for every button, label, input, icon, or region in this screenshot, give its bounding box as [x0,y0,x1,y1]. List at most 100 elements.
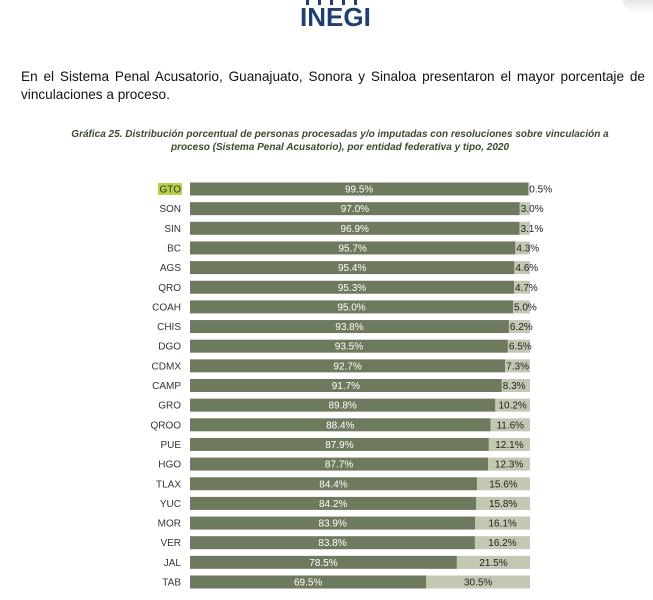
inegi-logo: INEGI [300,2,371,32]
category-label: TLAX [156,479,181,490]
category-label: HGO [158,460,181,471]
bar-segment-secondary [490,418,530,432]
bar-segment-primary [190,496,477,510]
data-label-primary: 92.7% [333,361,361,372]
data-label-primary: 87.9% [325,440,353,451]
bar-segment-secondary [515,241,530,255]
bar-segment-primary [190,320,509,334]
bar-segment-primary [190,555,457,569]
category-label: YUC [160,499,181,510]
category-label: VER [160,538,181,549]
bar-segment-secondary [528,182,530,196]
bar-segment-secondary [514,261,530,275]
data-label-secondary: 16.2% [488,538,516,549]
data-label-secondary: 4.6% [515,263,538,274]
bar-segment-primary [190,359,506,373]
data-label-secondary: 6.5% [509,342,532,353]
intro-paragraph: En el Sistema Penal Acusatorio, Guanajua… [21,69,645,102]
data-label-primary: 69.5% [294,578,322,589]
bar-segment-primary [190,280,515,294]
data-label-secondary: 12.3% [495,460,523,471]
category-label: GRO [158,401,181,412]
data-label-secondary: 16.1% [488,519,516,530]
bar-segment-secondary [495,398,530,412]
bar-segment-secondary [505,359,530,373]
data-label-primary: 93.5% [335,342,363,353]
data-label-secondary: 3.0% [521,204,544,215]
category-label: SON [159,204,181,215]
bar-segment-secondary [476,496,530,510]
corner-shadow [623,0,653,14]
data-label-primary: 83.9% [318,519,346,530]
bar-segment-primary [190,457,489,471]
category-label: PUE [160,440,181,451]
data-label-primary: 87.7% [325,460,353,471]
bar-segment-secondary [488,457,530,471]
bar-segment-secondary [476,477,530,491]
category-label: TAB [162,578,181,589]
data-label-primary: 84.2% [319,499,347,510]
data-label-primary: 78.5% [309,558,337,569]
data-label-secondary: 6.2% [510,322,533,333]
bar-segment-secondary [456,555,530,569]
bar-segment-secondary [519,221,530,235]
data-label-secondary: 11.6% [496,420,524,431]
bar-segment-secondary [514,280,530,294]
bar-segment-primary [190,182,529,196]
bar-segment-primary [190,477,477,491]
data-label-primary: 95.3% [338,283,366,294]
data-label-secondary: 12.1% [495,440,523,451]
data-label-primary: 99.5% [345,185,373,196]
category-label: CAMP [152,381,181,392]
data-label-secondary: 15.6% [489,479,517,490]
data-label-primary: 88.4% [326,420,354,431]
data-label-primary: 91.7% [332,381,360,392]
bar-segment-secondary [426,575,530,589]
category-label: QRO [158,283,181,294]
data-label-primary: 89.8% [328,401,356,412]
data-label-primary: 95.0% [337,302,365,313]
bar-segment-primary [190,241,516,255]
bar-segment-primary [190,398,496,412]
bar-segment-secondary [513,300,530,314]
bar-segment-primary [190,339,508,353]
data-label-primary: 95.7% [339,243,367,254]
bar-segment-primary [190,221,520,235]
bar-segment-primary [190,379,502,392]
data-label-secondary: 4.7% [515,283,538,294]
chart-title: Gráfica 25. Distribución porcentual de p… [71,129,609,153]
data-label-secondary: 0.5% [529,185,552,196]
bar-segment-primary [190,300,513,314]
data-label-secondary: 10.2% [498,401,526,412]
stacked-bar-chart: GTO 99.5% 0.5% SON 97.0% 3.0% SIN 96.9% 3.1% BC 95… [150,182,552,589]
data-label-secondary: 5.0% [514,302,537,313]
bar-segment-secondary [501,379,530,392]
data-label-primary: 93.8% [335,322,363,333]
data-label-secondary: 7.3% [506,361,529,372]
bar-segment-primary [190,536,475,550]
bar-segment-secondary [474,536,530,550]
category-label: GTO [160,185,182,196]
category-highlight [158,183,182,195]
bar-segment-primary [190,418,491,432]
bar-segment-primary [190,516,476,530]
category-label: BC [167,243,181,254]
data-label-secondary: 21.5% [479,558,507,569]
category-label: COAH [152,302,181,313]
data-label-primary: 83.8% [318,538,346,549]
bar-segment-primary [190,202,520,216]
data-label-primary: 95.4% [338,263,366,274]
category-label: MOR [158,519,181,530]
data-label-primary: 84.4% [319,479,347,490]
logo-ticks-decoration [306,0,357,5]
bar-segment-primary [190,437,489,451]
data-label-primary: 96.9% [341,224,369,235]
category-label: CDMX [152,361,182,372]
category-label: AGS [160,263,181,274]
bar-segment-secondary [475,516,530,530]
bar-segment-secondary [508,320,530,334]
data-label-secondary: 3.1% [520,224,543,235]
category-label: QROO [150,420,181,431]
bar-segment-secondary [488,437,530,451]
category-label: SIN [164,224,181,235]
